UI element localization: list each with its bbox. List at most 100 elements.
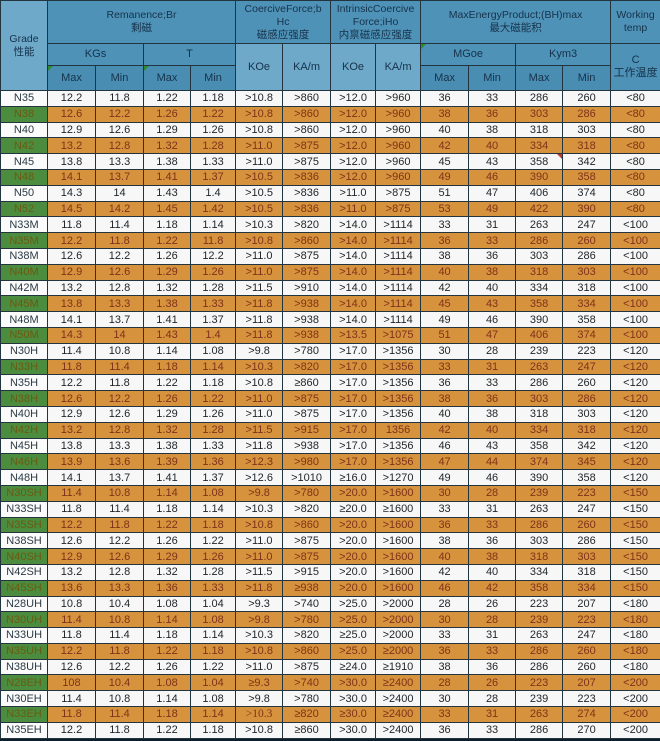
value-cell: 26 bbox=[468, 674, 517, 692]
value-cell: >820 bbox=[282, 216, 332, 234]
value-cell: 40 bbox=[468, 563, 517, 581]
grade-cell: N42 bbox=[0, 137, 48, 155]
value-cell: 1.14 bbox=[189, 706, 237, 723]
value-cell: 28 bbox=[420, 674, 470, 692]
value-cell: 247 bbox=[562, 627, 612, 644]
value-cell: 263 bbox=[515, 706, 564, 723]
value-cell: >740 bbox=[282, 595, 332, 613]
table-row: N35H 12.2 11.8 1.22 1.18 >10.8 ≥860 >17.0 >1356 3… bbox=[0, 374, 660, 392]
value-cell: 36 bbox=[420, 516, 470, 534]
value-cell: 33 bbox=[420, 358, 470, 376]
value-cell: 318 bbox=[562, 421, 612, 439]
value-cell: >2000 bbox=[375, 627, 422, 644]
value-cell: 12.9 bbox=[47, 121, 96, 139]
value-cell: >11.5 bbox=[235, 421, 284, 439]
table-row: N38 12.6 12.2 1.26 1.22 >10.8 >860 >12.0 >960 38 3… bbox=[0, 105, 660, 123]
value-cell: >10.3 bbox=[235, 358, 284, 376]
value-cell: 28 bbox=[420, 595, 470, 613]
value-cell: 12.9 bbox=[47, 263, 96, 281]
value-cell: 1.22 bbox=[189, 105, 237, 123]
value-cell: 239 bbox=[515, 342, 564, 360]
value-cell: 33 bbox=[420, 216, 470, 234]
value-cell: 14.3 bbox=[47, 184, 96, 202]
grade-cell: N30SH bbox=[0, 484, 48, 502]
value-cell: 1.33 bbox=[189, 437, 237, 455]
value-cell: 1356 bbox=[375, 421, 422, 439]
value-cell: 1.26 bbox=[143, 247, 191, 265]
value-cell: >12.0 bbox=[330, 168, 377, 186]
value-cell: 1.45 bbox=[143, 200, 191, 218]
value-cell: >10.3 bbox=[235, 627, 284, 644]
value-cell: 239 bbox=[515, 690, 564, 708]
value-cell: 1.37 bbox=[189, 168, 237, 186]
grade-cell: N30EH bbox=[0, 690, 48, 708]
value-cell: 13.3 bbox=[95, 153, 144, 170]
value-cell: 263 bbox=[515, 216, 564, 234]
value-cell: 13.9 bbox=[47, 453, 96, 471]
header-t: T bbox=[142, 43, 237, 66]
value-cell: 46 bbox=[468, 168, 517, 186]
value-cell: 12.9 bbox=[47, 405, 96, 423]
value-cell: >10.3 bbox=[235, 500, 284, 518]
value-cell: 318 bbox=[515, 121, 564, 139]
table-row: N42M 13.2 12.8 1.32 1.28 >11.5 >910 >14.0 >1114 4… bbox=[0, 279, 660, 297]
value-cell: >11.0 bbox=[235, 548, 284, 565]
grade-cell: N35SH bbox=[0, 516, 48, 534]
value-cell: 223 bbox=[515, 595, 564, 613]
value-cell: ≥860 bbox=[282, 374, 332, 392]
value-cell: 1.43 bbox=[143, 326, 191, 344]
value-cell: 40 bbox=[420, 121, 470, 139]
value-cell: >938 bbox=[282, 295, 332, 313]
value-cell: >12.3 bbox=[235, 453, 284, 471]
value-cell: 1.4 bbox=[189, 184, 237, 202]
value-cell: <180 bbox=[610, 627, 660, 644]
value-cell: 247 bbox=[562, 358, 612, 376]
value-cell: 303 bbox=[562, 405, 612, 423]
value-cell: 40 bbox=[468, 421, 517, 439]
value-cell: >1356 bbox=[375, 342, 422, 360]
table-row: N45M 13.8 13.3 1.38 1.33 >11.8 >938 >14.0 >1114 4… bbox=[0, 295, 660, 313]
value-cell: 14.1 bbox=[47, 469, 96, 486]
value-cell: 274 bbox=[562, 706, 612, 723]
table-row: N45 13.8 13.3 1.38 1.33 >11.0 >875 >12.0 >960 45 4… bbox=[0, 153, 660, 170]
value-cell: 374 bbox=[562, 184, 612, 202]
value-cell: >11.8 bbox=[235, 326, 284, 344]
value-cell: >1356 bbox=[375, 405, 422, 423]
value-cell: 28 bbox=[468, 484, 517, 502]
value-cell: <80 bbox=[610, 90, 660, 107]
value-cell: 12.6 bbox=[95, 405, 144, 423]
value-cell: <200 bbox=[610, 706, 660, 723]
value-cell: 11.8 bbox=[189, 232, 237, 249]
value-cell: 33 bbox=[420, 627, 470, 644]
value-cell: 247 bbox=[562, 216, 612, 234]
grade-cell: N45H bbox=[0, 437, 48, 455]
value-cell: 11.4 bbox=[95, 216, 144, 234]
value-cell: 108 bbox=[47, 674, 96, 692]
value-cell: >740 bbox=[282, 674, 332, 692]
value-cell: 1.08 bbox=[189, 611, 237, 629]
value-cell: 260 bbox=[562, 232, 612, 249]
value-cell: ≥2000 bbox=[375, 642, 422, 660]
value-cell: 1.14 bbox=[189, 358, 237, 376]
value-cell: 1.37 bbox=[189, 469, 237, 486]
value-cell: 1.14 bbox=[189, 627, 237, 644]
value-cell: 318 bbox=[562, 137, 612, 155]
value-cell: >30.0 bbox=[330, 721, 377, 739]
grade-cell: N35 bbox=[0, 90, 48, 107]
value-cell: >11.0 bbox=[235, 263, 284, 281]
value-cell: 40 bbox=[468, 137, 517, 155]
value-cell: >17.0 bbox=[330, 405, 377, 423]
value-cell: 43 bbox=[468, 295, 517, 313]
value-cell: >836 bbox=[282, 184, 332, 202]
value-cell: >12.0 bbox=[330, 137, 377, 155]
value-cell: 38 bbox=[420, 390, 470, 407]
value-cell: 46 bbox=[420, 437, 470, 455]
value-cell: 36 bbox=[420, 374, 470, 392]
value-cell: 1.28 bbox=[189, 279, 237, 297]
value-cell: >14.0 bbox=[330, 247, 377, 265]
value-cell: >11.8 bbox=[235, 295, 284, 313]
value-cell: 1.41 bbox=[143, 469, 191, 486]
value-cell: >14.0 bbox=[330, 216, 377, 234]
value-cell: >10.8 bbox=[235, 374, 284, 392]
value-cell: <120 bbox=[610, 405, 660, 423]
